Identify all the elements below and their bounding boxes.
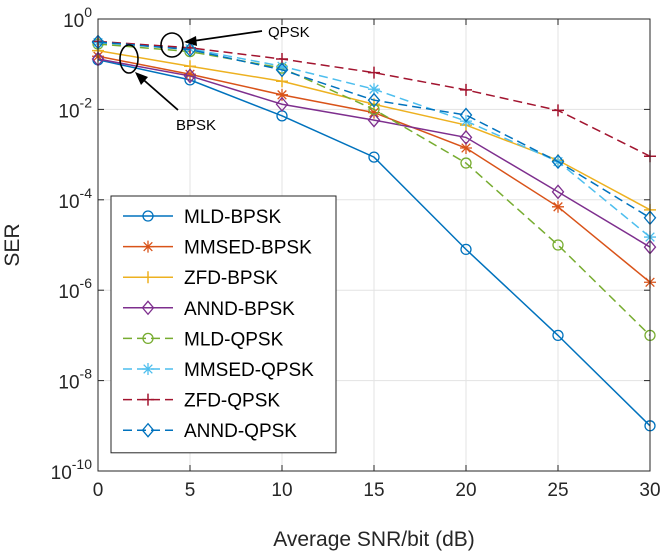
- legend-item: MLD-QPSK: [123, 329, 284, 350]
- series-layer: [91, 34, 657, 432]
- axis-ticks: [97, 18, 651, 472]
- series-annd-bpsk: [91, 51, 657, 255]
- y-tick-label: 10-10: [51, 456, 93, 484]
- legend-marker: [141, 300, 155, 316]
- x-tick-label: 30: [639, 480, 660, 501]
- legend-label: ANND-BPSK: [184, 299, 295, 320]
- bpsk-label: BPSK: [176, 117, 216, 134]
- annotations: QPSK BPSK: [119, 24, 310, 134]
- data-point: [459, 129, 473, 145]
- x-tick-label: 0: [93, 480, 104, 501]
- y-tick-label: 10-8: [58, 366, 92, 394]
- legend-marker: [142, 393, 154, 406]
- data-point: [552, 329, 564, 342]
- legend-label: ZFD-QPSK: [184, 391, 280, 412]
- y-axis-title: SER: [1, 223, 24, 266]
- y-tick-label: 10-2: [58, 94, 92, 122]
- legend-marker: [142, 332, 154, 345]
- series-line: [97, 58, 651, 248]
- y-tick-label: 10-4: [58, 185, 92, 213]
- data-point: [368, 66, 380, 79]
- legend-item: MMSED-QPSK: [123, 360, 314, 381]
- legend-marker: [142, 240, 154, 253]
- legend-label: MMSED-BPSK: [184, 238, 312, 259]
- legend-box: [110, 195, 337, 454]
- data-point: [552, 104, 564, 117]
- series-zfd-qpsk: [92, 35, 656, 163]
- x-tick-label: 5: [185, 480, 196, 501]
- data-point: [552, 200, 564, 213]
- data-point: [552, 239, 564, 251]
- data-point: [368, 103, 380, 116]
- data-point: [184, 68, 196, 81]
- legend-label: MLD-QPSK: [184, 329, 284, 350]
- legend: MLD-BPSK MMSED-BPSK ZFD-BPSK ANND-BPSK MLD-Q…: [110, 195, 337, 454]
- legend-label: MMSED-QPSK: [184, 360, 314, 381]
- legend-item: MMSED-BPSK: [123, 238, 312, 259]
- data-point: [183, 68, 197, 84]
- data-point: [460, 243, 472, 256]
- legend-item: ZFD-QPSK: [123, 391, 280, 412]
- legend-marker: [141, 422, 155, 438]
- legend-label: MLD-BPSK: [184, 207, 281, 228]
- qpsk-label: QPSK: [268, 24, 310, 41]
- data-point: [276, 60, 288, 73]
- data-point: [367, 112, 381, 128]
- legend-item: MLD-BPSK: [123, 207, 281, 228]
- qpsk-ellipse: [160, 32, 184, 58]
- series-line: [97, 41, 651, 219]
- qpsk-arrow: [185, 30, 263, 43]
- data-point: [551, 154, 565, 170]
- y-tick-labels: 100 10-2 10-4 10-6 10-8 10-10: [51, 4, 93, 484]
- data-point: [460, 83, 472, 96]
- data-point: [367, 92, 381, 108]
- y-tick-label: 100: [63, 4, 92, 32]
- bpsk-arrowhead: [135, 72, 148, 85]
- data-point: [276, 88, 288, 101]
- data-point: [459, 107, 473, 123]
- data-point: [275, 62, 289, 78]
- legend-marker: [142, 363, 154, 375]
- bpsk-ellipse: [119, 44, 139, 74]
- data-point: [368, 83, 380, 96]
- x-tick-label: 20: [455, 480, 476, 501]
- x-tick-label: 15: [363, 480, 384, 501]
- qpsk-arrowhead: [184, 36, 197, 46]
- y-tick-label: 10-6: [58, 275, 92, 303]
- data-point: [275, 96, 289, 112]
- x-tick-label: 25: [547, 480, 568, 501]
- legend-label: ANND-QPSK: [184, 421, 297, 442]
- legend-item: ANND-QPSK: [123, 421, 297, 442]
- legend-label: ZFD-BPSK: [184, 268, 278, 289]
- data-point: [551, 184, 565, 200]
- data-point: [183, 42, 197, 58]
- data-point: [368, 151, 380, 163]
- x-tick-label: 10: [271, 480, 292, 501]
- bpsk-arrow: [137, 74, 179, 111]
- legend-item: ANND-BPSK: [123, 299, 295, 320]
- x-axis-title: Average SNR/bit (dB): [273, 528, 475, 551]
- data-point: [460, 157, 472, 169]
- x-tick-labels: 0 5 10 15 20 25 30: [93, 480, 661, 501]
- legend-marker: [142, 210, 154, 222]
- data-point: [460, 141, 472, 154]
- legend-item: ZFD-BPSK: [123, 268, 278, 289]
- legend-marker: [142, 271, 154, 284]
